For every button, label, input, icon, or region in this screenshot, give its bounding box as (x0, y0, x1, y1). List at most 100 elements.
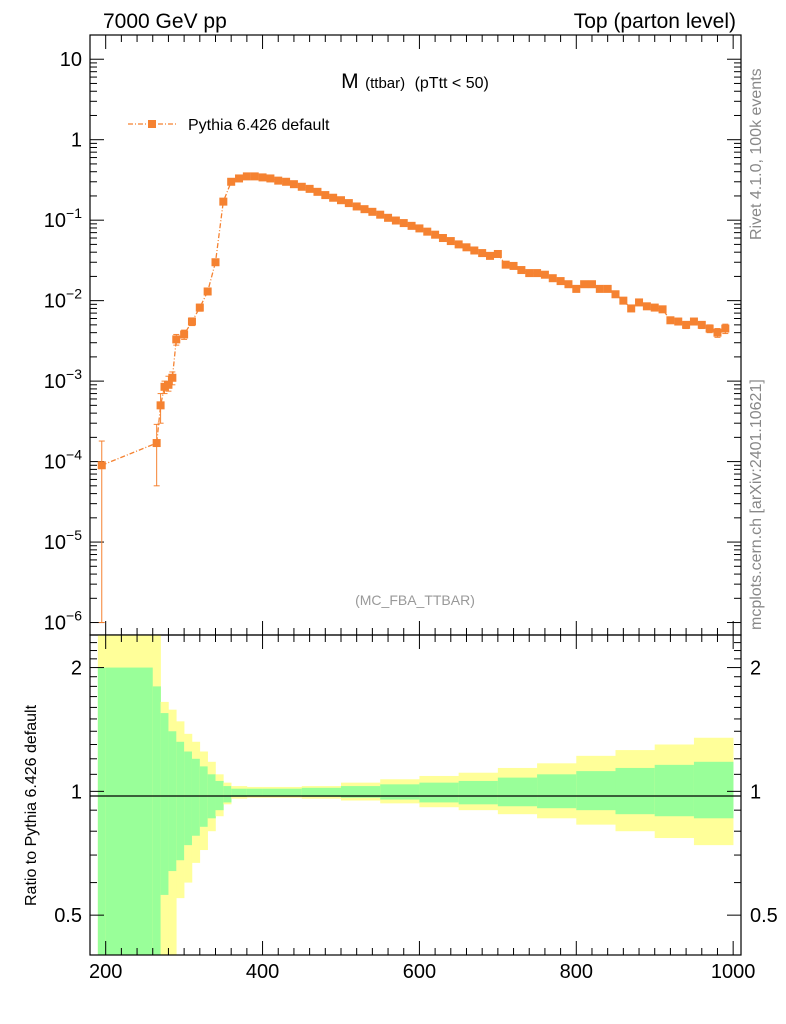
main-y-tick-label: 1 (71, 130, 82, 152)
series-point (635, 298, 644, 307)
chart-title-sub: (ttbar) (365, 75, 405, 92)
series-point (156, 401, 165, 410)
series-point (697, 320, 706, 329)
series-point (431, 230, 440, 239)
series-point (493, 249, 502, 258)
series-point (501, 260, 510, 269)
series-point (415, 224, 424, 233)
series-point (368, 207, 377, 216)
series-point (227, 177, 236, 186)
series-point (423, 227, 432, 236)
series-point (611, 290, 620, 299)
series-point (258, 173, 267, 182)
series-point (172, 335, 181, 344)
chart-title-main: M (341, 70, 359, 93)
ratio-inner-band (654, 764, 695, 817)
series-point (152, 439, 161, 448)
legend: Pythia 6.426 default (128, 117, 330, 134)
series-point (666, 316, 675, 325)
ratio-inner-band (105, 667, 154, 955)
ratio-inner-band (246, 788, 263, 796)
ratio-inner-band (537, 774, 577, 809)
series-point (713, 328, 722, 337)
series-point (399, 219, 408, 228)
series-point (454, 240, 463, 249)
series-point (556, 277, 565, 286)
main-y-tick-label: 10−6 (44, 608, 82, 635)
series-point (187, 317, 196, 326)
series-point (721, 324, 730, 333)
ratio-inner-band (419, 782, 459, 803)
ratio-inner-band (301, 787, 342, 797)
series-point (674, 317, 683, 326)
ratio-y-tick-label-left: 1 (71, 781, 82, 803)
series-point (344, 199, 353, 208)
ratio-y-tick-label-right: 2 (750, 658, 761, 680)
series-point (329, 193, 338, 202)
ratio-panel-frame (89, 634, 742, 956)
main-series-group (97, 172, 730, 624)
series-point (180, 330, 189, 339)
ratio-inner-band (160, 713, 169, 895)
chart-title-cut: (pTtt < 50) (415, 75, 489, 92)
ratio-x-tick-label: 1000 (711, 961, 756, 983)
series-point (164, 380, 173, 389)
main-y-tick-label: 10−1 (44, 205, 82, 232)
series-point (533, 269, 542, 278)
series-point (580, 280, 589, 289)
series-point (689, 317, 698, 326)
ratio-x-tick-label: 400 (246, 961, 279, 983)
series-point (376, 210, 385, 219)
ratio-inner-band (576, 771, 616, 811)
series-point (705, 324, 714, 333)
series-point (235, 174, 244, 183)
header-right-label: Top (parton level) (574, 10, 736, 33)
ratio-y-tick-label-left: 0.5 (54, 905, 82, 927)
main-y-tick-label: 10−3 (44, 366, 82, 393)
series-point (282, 177, 291, 186)
mcplots-side-label: mcplots.cern.ch [arXiv:2401.10621] (748, 379, 765, 630)
main-y-tick-label: 10 (60, 49, 82, 71)
series-point (650, 303, 659, 312)
series-point (219, 197, 228, 206)
series-point (627, 304, 636, 313)
series-point (360, 205, 369, 214)
ratio-inner-band (191, 758, 201, 836)
ratio-inner-band (340, 786, 381, 798)
series-point (595, 284, 604, 293)
series-point (470, 246, 479, 255)
ratio-bands-group (97, 635, 734, 955)
ratio-inner-band (231, 788, 248, 797)
series-point (168, 373, 177, 382)
chart-title: M (ttbar) (pTtt < 50) (341, 70, 489, 93)
rivet-side-label: Rivet 4.1.0, 100k events (748, 68, 765, 240)
series-point (384, 213, 393, 222)
ratio-y-tick-label-left: 2 (71, 658, 82, 680)
series-point (242, 172, 251, 181)
series-point (525, 269, 534, 278)
ratio-inner-band (223, 786, 232, 803)
series-point (352, 202, 361, 211)
ratio-y-axis-label: Ratio to Pythia 6.426 default (23, 704, 40, 906)
series-point (603, 284, 612, 293)
ratio-inner-band (262, 788, 303, 796)
series-point (462, 243, 471, 252)
series-point (297, 182, 306, 191)
series-point (289, 180, 298, 189)
ratio-inner-band (97, 667, 106, 955)
series-point (195, 303, 204, 312)
main-y-tick-label: 10−4 (44, 447, 82, 474)
ratio-inner-band (615, 767, 656, 815)
series-point (548, 274, 557, 283)
series-point (587, 280, 596, 289)
series-point (274, 176, 283, 185)
ratio-x-tick-label: 800 (560, 961, 593, 983)
ratio-inner-band (152, 686, 161, 955)
main-x-ticks (105, 35, 734, 635)
series-point (97, 461, 106, 470)
main-plot-panel: 10−6 10−5 10−4 10−3 10−2 10−1 1 10 M (ttbar) (p… (44, 34, 742, 636)
ratio-inner-band (693, 761, 734, 819)
series-point (438, 234, 447, 243)
ratio-inner-band (380, 784, 420, 800)
